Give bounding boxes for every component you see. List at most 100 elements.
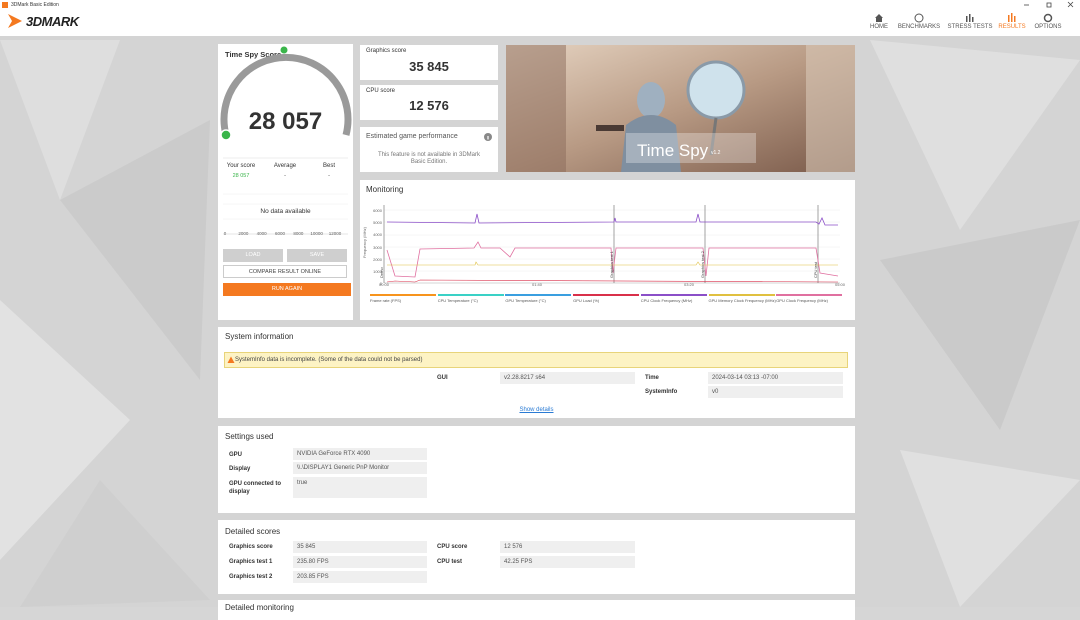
y-axis-label: Frequency (MHz) xyxy=(361,227,367,258)
legend-label: Frame rate (FPS) xyxy=(370,298,402,303)
axis-tick: 0 xyxy=(223,231,227,236)
score-label: CPU test xyxy=(437,559,463,565)
monitoring-title: Monitoring xyxy=(366,185,404,194)
marker-label: Graphics test 2 xyxy=(700,251,705,278)
marker-label: Demo xyxy=(379,267,384,278)
legend-swatch xyxy=(573,294,640,296)
x-tick-label: 00:00 xyxy=(378,282,390,287)
button[interactable]: LOAD xyxy=(223,249,283,262)
axis-tick: 2000 xyxy=(238,231,249,236)
legend-label: CPU Temperature (°C) xyxy=(437,298,478,303)
legend-label: GPU Clock Frequency (MHz) xyxy=(776,298,828,303)
marker-label: Graphics test 1 xyxy=(609,251,614,278)
legend-swatch xyxy=(776,294,843,296)
axis-tick: 8000 xyxy=(293,231,304,236)
legend-label: GPU Memory Clock Frequency (MHz) xyxy=(708,298,776,303)
button[interactable]: COMPARE RESULT ONLINE xyxy=(223,265,347,278)
score-column-value: - xyxy=(328,173,330,179)
warning-text: SystemInfo data is incomplete. (Some of … xyxy=(235,357,423,363)
window-title: 3DMark Basic Edition xyxy=(11,2,59,8)
setting-label: Display xyxy=(229,466,251,472)
y-tick-label: 2000 xyxy=(373,256,382,262)
show-details[interactable]: Show details xyxy=(519,407,554,413)
banner-title: Time Spy xyxy=(637,141,709,160)
score-column-label: Best xyxy=(322,163,336,169)
score-value: 28 057 xyxy=(248,108,323,135)
score-label: Graphics score xyxy=(229,544,273,550)
axis-tick: 4000 xyxy=(256,231,267,236)
score-column-label: Your score xyxy=(226,163,256,169)
score-column-label: Average xyxy=(273,163,297,169)
legend-swatch xyxy=(505,294,572,296)
score-value: 12 576 xyxy=(500,541,635,553)
legend-label: CPU Clock Frequency (MHz) xyxy=(640,298,693,303)
setting-label: GPU xyxy=(229,452,243,458)
system-info-title: System information xyxy=(225,332,294,341)
next-section-title: Detailed monitoring xyxy=(225,603,294,612)
game-performance-card xyxy=(360,127,498,172)
nav-item[interactable]: OPTIONS xyxy=(1034,24,1062,30)
nav-item[interactable]: RESULTS xyxy=(998,24,1026,30)
setting-value: NVIDIA GeForce RTX 4090 xyxy=(293,448,427,460)
game-performance-message: This feature is not available in 3DMark … xyxy=(377,152,481,165)
score-gauge xyxy=(220,46,352,235)
info-value: v0 xyxy=(708,386,843,398)
cpu-score-label: CPU score xyxy=(366,88,396,94)
info-label: GUI xyxy=(437,375,448,381)
score-column-value: - xyxy=(284,173,286,179)
graphics-score-label: Graphics score xyxy=(366,48,407,54)
score-value: 235.80 FPS xyxy=(293,556,427,568)
cpu-score-value: 12 576 xyxy=(409,98,449,113)
game-performance-title: Estimated game performance xyxy=(366,133,458,140)
banner-version: v1.2 xyxy=(711,150,721,156)
logo: 3DMARK xyxy=(26,14,79,29)
info-label: SystemInfo xyxy=(645,389,678,395)
settings-title: Settings used xyxy=(225,432,274,441)
next-section-card xyxy=(218,600,855,620)
setting-value: \\.\DISPLAY1 Generic PnP Monitor xyxy=(293,462,427,474)
marker-label: CPU test xyxy=(813,261,818,278)
x-tick-label: 03:20 xyxy=(683,282,695,287)
detailed-scores-title: Detailed scores xyxy=(225,527,281,536)
y-tick-label: 3000 xyxy=(373,244,382,250)
nav-item[interactable]: HOME xyxy=(870,24,888,30)
x-tick-label: 05:00 xyxy=(834,282,846,287)
score-column-value: 28 057 xyxy=(232,173,250,179)
score-label: Graphics test 2 xyxy=(229,574,273,580)
y-tick-label: 4000 xyxy=(373,232,382,238)
legend-swatch xyxy=(708,294,775,296)
warning-icon xyxy=(227,356,235,363)
setting-value: true xyxy=(293,477,427,498)
axis-tick: 10000 xyxy=(310,231,323,236)
button[interactable]: RUN AGAIN xyxy=(223,283,351,296)
graphics-score-value: 35 845 xyxy=(409,59,449,74)
score-label: Graphics test 1 xyxy=(229,559,273,565)
score-value: 203.85 FPS xyxy=(293,571,427,583)
axis-tick: 6000 xyxy=(274,231,286,236)
setting-label: GPU connected to display xyxy=(229,481,282,495)
y-tick-label: 1000 xyxy=(373,269,382,274)
info-value: 2024-03-14 03:13 -07:00 xyxy=(708,372,843,384)
info-label: Time xyxy=(645,375,659,381)
warning-bar xyxy=(224,352,848,368)
x-tick-label: 01:40 xyxy=(531,282,543,287)
nav-item[interactable]: STRESS TESTS xyxy=(947,24,993,30)
legend-swatch xyxy=(370,294,436,296)
y-tick-label: 0 xyxy=(379,281,382,287)
cpu-score-card xyxy=(360,85,498,120)
info-value: v2.28.8217 s64 xyxy=(500,372,635,384)
legend-swatch xyxy=(437,294,504,296)
score-label: CPU score xyxy=(437,544,468,550)
score-value: 42.25 FPS xyxy=(500,556,635,568)
y-tick-label: 6000 xyxy=(373,208,382,213)
monitoring-chart xyxy=(383,205,840,284)
legend-swatch xyxy=(640,294,707,296)
info-icon xyxy=(484,133,492,141)
button[interactable]: SAVE xyxy=(287,249,347,262)
nav-item[interactable]: BENCHMARKS xyxy=(897,24,941,30)
monitoring-card xyxy=(360,180,855,320)
score-title: Time Spy Score xyxy=(225,50,282,59)
score-value: 35 845 xyxy=(293,541,427,553)
legend-label: GPU Temperature (°C) xyxy=(505,298,546,303)
y-tick-label: 5000 xyxy=(373,220,382,226)
